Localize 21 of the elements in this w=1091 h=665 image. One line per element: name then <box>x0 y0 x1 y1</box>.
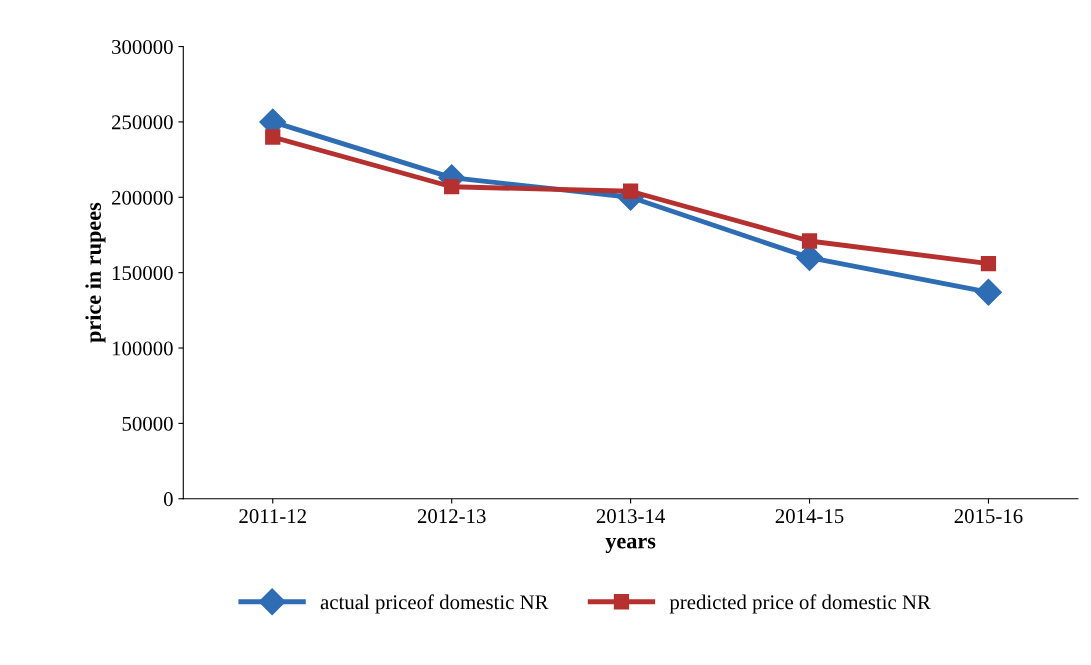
point <box>980 255 997 272</box>
legend-label: predicted price of domestic NR <box>669 594 931 614</box>
x-tick-label: 2014-15 <box>775 509 844 524</box>
x-tick-label: 2013-14 <box>596 509 665 524</box>
point <box>974 278 1002 306</box>
y-tick-label: 50000 <box>122 416 173 431</box>
point <box>801 233 818 249</box>
y-tick-label: 200000 <box>111 190 173 205</box>
x-tick-label: 2011-12 <box>239 509 306 524</box>
point <box>265 129 281 145</box>
legend-label: actual priceof domestic NR <box>320 594 549 614</box>
x-axis-title: years <box>605 537 656 554</box>
y-tick-label: 150000 <box>112 266 173 281</box>
point <box>444 179 460 195</box>
y-axis-title: price in rupees <box>85 202 106 343</box>
x-tick-label: 2015-16 <box>954 509 1023 524</box>
y-tick-label: 100000 <box>112 341 173 356</box>
y-tick-label: 250000 <box>111 115 173 130</box>
y-tick-label: 300000 <box>112 39 173 54</box>
x-tick-label: 2012-13 <box>417 509 486 524</box>
y-tick-label: 0 <box>163 492 173 507</box>
